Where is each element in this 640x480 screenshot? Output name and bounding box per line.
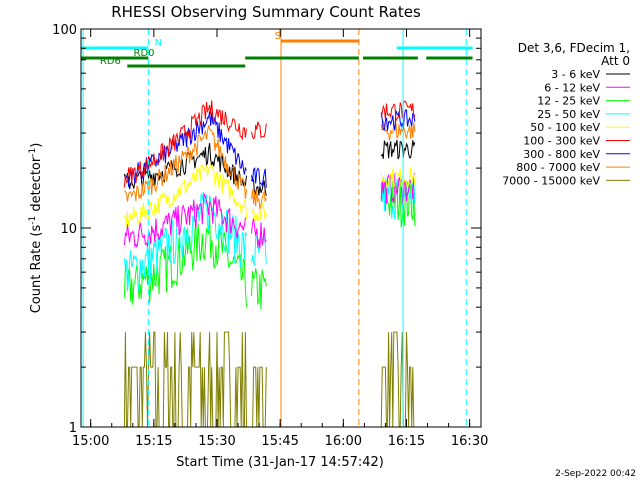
- flag-label-0: N: [155, 38, 162, 49]
- y-axis-label-sup1: -1: [28, 216, 38, 225]
- series-line-1-1: [251, 218, 267, 249]
- series-line-8-2: [380, 331, 415, 427]
- x-tick-label-3: 15:45: [261, 434, 298, 449]
- series-line-0-1: [251, 177, 267, 198]
- x-axis-label: Start Time (31-Jan-17 14:57:42): [176, 455, 384, 470]
- series-line-2-1: [251, 268, 267, 310]
- series-line-0-2: [380, 139, 416, 160]
- footer-date: 2-Sep-2022 00:42: [555, 469, 636, 479]
- y-tick-label-2: 100: [52, 23, 77, 38]
- series-line-6-2: [380, 109, 416, 131]
- series-line-4-0: [123, 162, 247, 227]
- series-line-4-2: [380, 167, 416, 190]
- series-line-4-1: [251, 201, 267, 223]
- flag-label-2: RD0: [134, 48, 155, 59]
- x-tick-label-5: 16:15: [388, 434, 425, 449]
- flag-label-1: S: [275, 31, 281, 42]
- legend-label-6: 300 - 800 keV: [523, 148, 600, 161]
- y-axis-label-end: ): [29, 143, 44, 148]
- y-tick-label-0: 1: [69, 421, 77, 436]
- series-7: [124, 120, 416, 210]
- legend-header-line2: Att 0: [601, 54, 630, 68]
- x-axis: 15:00 15:15 15:30 15:45 16:00 16:15 16:30: [72, 29, 488, 449]
- series-line-5-0: [123, 100, 247, 188]
- series-line-5-1: [251, 121, 267, 140]
- series-line-7-2: [380, 120, 416, 141]
- legend-label-8: 7000 - 15000 keV: [502, 174, 600, 187]
- chart-title: RHESSI Observing Summary Count Rates: [111, 3, 421, 21]
- legend-header-line1: Det 3,6, FDecim 1,: [518, 41, 630, 55]
- y-axis-label: Count Rate (s-1 detector-1): [28, 143, 44, 314]
- y-axis-label-sup2: -1: [28, 148, 38, 157]
- x-tick-label-4: 16:00: [325, 434, 362, 449]
- series-line-7-1: [251, 189, 267, 210]
- x-tick-label-2: 15:30: [198, 434, 235, 449]
- y-axis: 1 10 100: [52, 23, 481, 436]
- series-line-1-0: [123, 193, 247, 248]
- series-line-7-0: [124, 125, 247, 202]
- legend-label-7: 800 - 7000 keV: [516, 161, 600, 174]
- legend-label-1: 6 - 12 keV: [544, 81, 600, 94]
- legend-label-5: 100 - 300 keV: [523, 135, 600, 148]
- legend-label-0: 3 - 6 keV: [551, 68, 600, 81]
- x-tick-label-6: 16:30: [451, 434, 488, 449]
- x-tick-label-0: 15:00: [72, 434, 109, 449]
- series-line-5-2: [380, 100, 416, 123]
- series-5: [123, 100, 416, 188]
- legend-label-4: 50 - 100 keV: [530, 121, 600, 134]
- legend-label-2: 12 - 25 keV: [537, 95, 600, 108]
- series-line-8-1: [251, 366, 267, 427]
- series-8: [123, 331, 415, 427]
- series-line-6-1: [251, 167, 267, 188]
- series-4: [123, 162, 416, 227]
- series-line-8-0: [123, 331, 247, 427]
- x-tick-label-1: 15:15: [135, 434, 172, 449]
- flag-label-3: RD6: [100, 56, 121, 67]
- y-axis-label-mid: detector: [29, 156, 44, 216]
- legend-label-3: 25 - 50 keV: [537, 108, 600, 121]
- y-axis-label-main: Count Rate (s: [29, 225, 44, 314]
- y-tick-label-1: 10: [60, 222, 77, 237]
